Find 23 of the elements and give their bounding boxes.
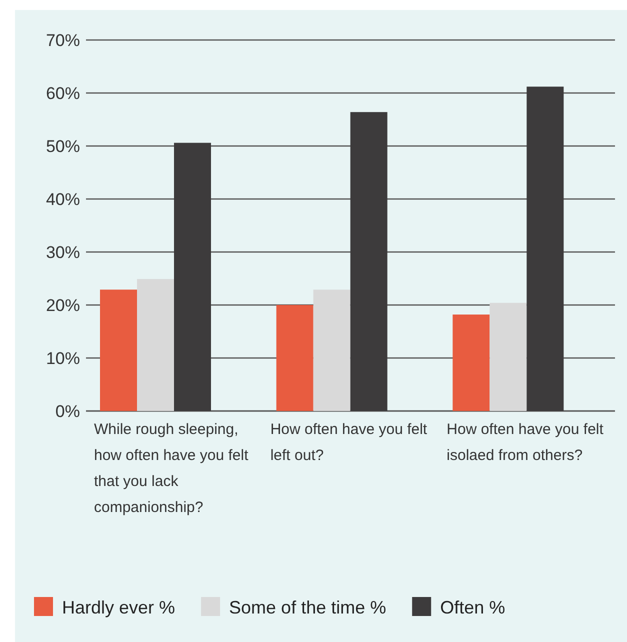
y-tick-label: 10% — [46, 348, 80, 368]
x-tick-label: While rough sleeping, how often have you felt that you lack companionship? — [94, 421, 250, 516]
bar — [137, 279, 174, 411]
x-tick-label: How often have you felt left out? — [270, 421, 428, 464]
y-tick-label: 70% — [46, 30, 80, 50]
bar — [526, 86, 564, 411]
y-tick-label: 30% — [46, 242, 80, 262]
bar — [100, 290, 137, 411]
y-tick-label: 40% — [46, 190, 80, 209]
bar — [174, 142, 211, 411]
legend-label: Hardly ever % — [62, 597, 176, 618]
x-tick-label: How often have you felt isolaed from others? — [446, 421, 604, 464]
bar — [350, 112, 388, 411]
legend-label: Often % — [440, 597, 506, 618]
y-tick-label: 0% — [55, 402, 80, 421]
y-tick-label: 50% — [46, 136, 80, 156]
bar — [313, 290, 350, 411]
bar — [276, 305, 314, 411]
y-tick-label: 20% — [46, 296, 80, 315]
bar — [490, 302, 527, 411]
legend-label: Some of the time % — [229, 597, 386, 618]
bar — [452, 314, 490, 411]
y-tick-label: 60% — [46, 84, 80, 103]
